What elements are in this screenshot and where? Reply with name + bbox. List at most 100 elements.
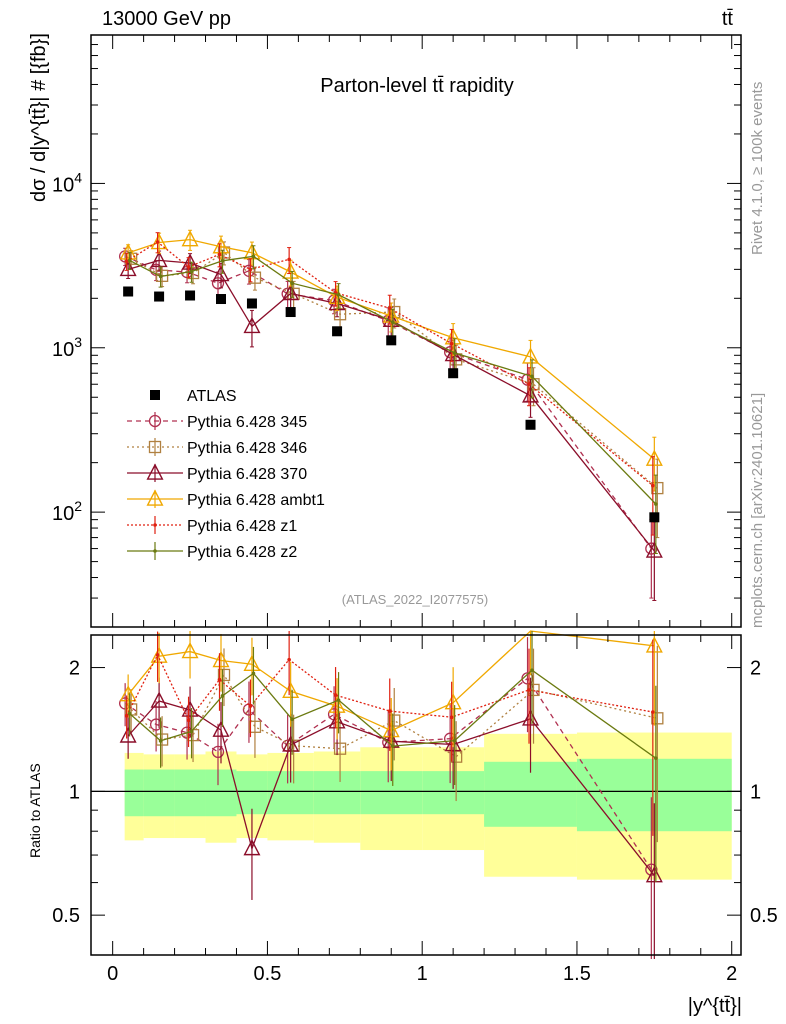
data-point — [155, 240, 160, 244]
data-point — [150, 232, 168, 250]
data-point — [248, 267, 253, 272]
ratio-data-point — [388, 714, 401, 727]
atlas-data-point — [649, 512, 660, 523]
ratio-y-tick-label-right: 1 — [750, 781, 761, 803]
data-point — [333, 308, 347, 321]
data-point — [119, 243, 137, 260]
ratio-data-point — [243, 839, 261, 856]
atlas-data-point — [216, 294, 226, 305]
data-point — [181, 253, 199, 270]
data-point — [645, 449, 663, 466]
ratio-series-line — [130, 673, 658, 758]
ratio-y-tick-label-right: 0.5 — [750, 905, 778, 927]
data-point — [186, 266, 200, 280]
series-4 — [124, 232, 655, 536]
ratio-series-5 — [127, 631, 658, 882]
process-label: tt̄ — [722, 8, 734, 30]
main-panel: 102 103 104 — [52, 34, 742, 628]
ratio-data-point — [150, 691, 168, 708]
ratio-data-point — [290, 717, 294, 722]
legend-label: Pythia 6.428 345 — [187, 414, 307, 431]
data-point — [522, 386, 540, 403]
ratio-data-point — [645, 636, 663, 653]
y-tick-label: 102 — [52, 498, 82, 525]
ratio-data-point — [328, 696, 346, 713]
ratio-series-1 — [124, 645, 664, 843]
x-tick-label: 0 — [107, 963, 118, 985]
data-point — [387, 306, 392, 311]
ratio-data-point — [251, 671, 256, 676]
ratio-data-point — [248, 704, 253, 708]
data-point — [651, 481, 664, 495]
ratio-data-point — [282, 681, 300, 698]
data-point — [158, 274, 163, 279]
legend: ATLAS Pythia 6.428 345 Pythia 6.428 346 Pyt… — [127, 388, 325, 561]
inner-uncertainty-band — [313, 771, 361, 815]
series-line — [127, 259, 655, 552]
ratio-data-point — [158, 739, 163, 743]
data-point — [645, 541, 663, 558]
ratio-data-point — [243, 654, 261, 671]
ratio-y-tick-label: 1 — [69, 781, 80, 803]
data-point — [282, 283, 300, 301]
ratio-data-point — [452, 738, 457, 743]
ratio-data-point — [387, 709, 392, 713]
ratio-data-point — [333, 693, 338, 697]
y-tick-label: 103 — [52, 334, 82, 361]
ratio-data-point — [530, 668, 534, 673]
ratio-y-axis-ticks: 0.5 0.5 1 1 2 2 — [52, 658, 778, 928]
ratio-data-point — [449, 715, 454, 720]
legend-marker — [146, 463, 164, 480]
ratio-data-point — [651, 710, 655, 714]
y-tick-label: 104 — [52, 169, 82, 196]
x-tick-label: 1 — [417, 963, 428, 985]
inner-uncertainty-band — [143, 769, 175, 817]
ratio-data-point — [181, 700, 199, 717]
data-point — [150, 250, 168, 268]
ratio-data-point — [217, 668, 231, 682]
ratio-data-point — [212, 720, 230, 737]
x-axis-label: |y^{tt̄}| — [688, 995, 742, 1017]
y-axis-label: dσ / d|y^{tt̄}| # [{fb}] — [28, 33, 50, 202]
ratio-series-line — [127, 700, 655, 877]
y-axis-ticks: 102 103 104 — [52, 34, 741, 628]
ratio-data-point — [220, 694, 225, 698]
x-axis-ticks: 0 0.5 1 1.5 2 — [107, 35, 737, 985]
data-point — [217, 252, 222, 257]
data-point — [527, 382, 531, 387]
legend-marker — [148, 440, 162, 454]
data-point — [189, 269, 194, 274]
legend-label-atlas: ATLAS — [187, 388, 237, 405]
atlas-data-point — [123, 286, 134, 297]
data-point — [124, 259, 129, 264]
ratio-series-2 — [119, 677, 663, 959]
ratio-y-axis-label: Ratio to ATLAS — [27, 763, 43, 858]
atlas-data-point — [246, 298, 257, 309]
legend-marker — [148, 414, 162, 428]
legend-label: Pythia 6.428 z1 — [187, 518, 297, 535]
ratio-frame — [90, 634, 742, 956]
ratio-panel: 0 0.5 1 1.5 2 0.5 0.5 1 1 2 2 — [52, 35, 778, 985]
ratio-data-point — [333, 742, 347, 755]
ratio-data-point — [217, 677, 222, 682]
data-point — [212, 237, 230, 254]
data-point — [449, 341, 454, 346]
data-point — [181, 230, 199, 247]
data-point — [390, 320, 395, 325]
legend-marker — [146, 489, 164, 506]
data-point — [336, 293, 341, 297]
ratio-y-tick-label-right: 2 — [750, 658, 761, 680]
legend-label: Pythia 6.428 z2 — [187, 544, 297, 561]
data-point — [127, 258, 132, 263]
ratio-y-tick-label: 0.5 — [52, 905, 80, 927]
ratio-data-point — [186, 718, 191, 722]
ratio-data-point — [645, 866, 663, 883]
data-point — [186, 265, 191, 269]
ratio-data-point — [282, 735, 300, 752]
data-point — [212, 264, 230, 282]
ratio-data-point — [119, 685, 137, 702]
x-tick-label: 2 — [726, 963, 737, 985]
data-point — [220, 259, 225, 263]
ratio-series-3 — [119, 630, 663, 771]
